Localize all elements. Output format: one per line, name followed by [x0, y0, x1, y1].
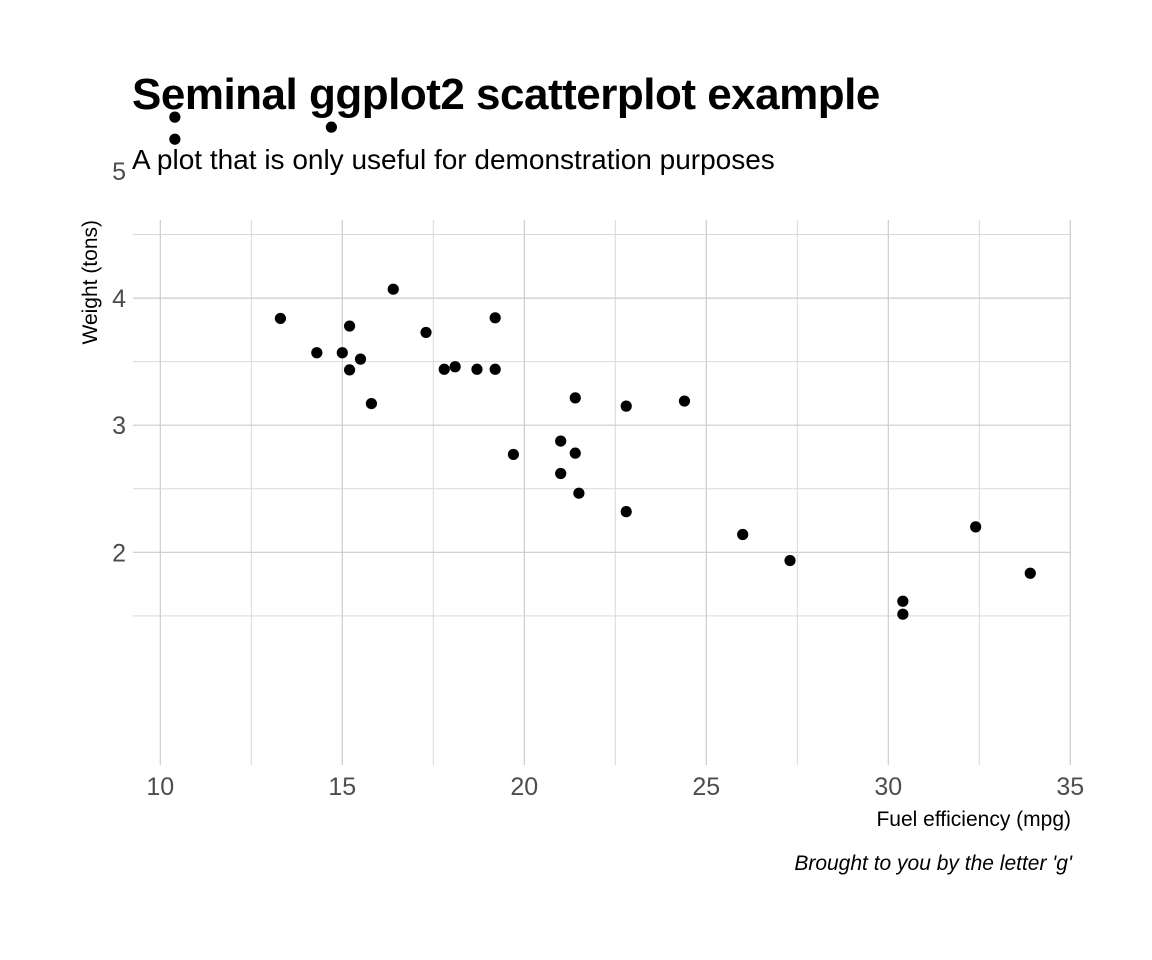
data-point: [489, 363, 501, 375]
data-point: [325, 121, 337, 133]
data-point: [507, 448, 519, 461]
chart-subtitle: A plot that is only useful for demonstra…: [132, 144, 775, 175]
data-point: [784, 554, 796, 567]
data-point: [970, 521, 982, 533]
data-point: [569, 447, 581, 459]
data-point: [573, 487, 585, 499]
data-point: [387, 283, 399, 295]
x-tick-label: 35: [1056, 773, 1084, 801]
chart-title: Seminal ggplot2 scatterplot example: [132, 70, 880, 119]
data-point: [897, 608, 909, 620]
data-point: [737, 528, 749, 541]
y-tick-label: 5: [112, 158, 126, 186]
chart-caption: Brought to you by the letter 'g': [794, 852, 1072, 875]
grid-lines: [133, 220, 1071, 765]
x-tick-label: 25: [692, 773, 720, 801]
data-point: [678, 395, 691, 407]
x-tick-label: 20: [510, 773, 538, 801]
data-point: [311, 347, 323, 359]
y-tick-label: 3: [112, 412, 126, 440]
data-point: [1024, 567, 1036, 579]
data-point: [449, 361, 461, 373]
data-point: [336, 347, 348, 359]
data-point: [354, 353, 367, 365]
data-point: [169, 111, 181, 123]
data-point: [438, 363, 450, 375]
y-tick-label: 2: [112, 539, 126, 567]
data-point: [420, 326, 432, 339]
x-tick-label: 30: [874, 773, 902, 801]
data-point: [169, 133, 181, 145]
data-point: [620, 400, 632, 412]
data-point: [620, 506, 632, 518]
data-points: [169, 111, 1036, 620]
y-axis-title: Weight (tons): [79, 220, 102, 345]
data-point: [365, 397, 378, 410]
data-point: [555, 435, 567, 447]
x-axis-ticks: 10 15 20 25 30 35: [146, 773, 1084, 801]
data-point: [471, 363, 483, 375]
x-tick-label: 15: [328, 773, 356, 801]
data-point: [897, 595, 909, 607]
data-point: [489, 312, 501, 324]
data-point: [343, 320, 356, 332]
x-axis-title: Fuel efficiency (mpg): [876, 808, 1071, 831]
data-point: [343, 364, 356, 376]
x-tick-label: 10: [146, 773, 174, 801]
y-tick-label: 4: [112, 285, 126, 313]
data-point: [274, 312, 287, 325]
y-axis-ticks: 2 3 4 5: [112, 158, 126, 567]
data-point: [569, 392, 581, 404]
data-point: [555, 467, 567, 480]
